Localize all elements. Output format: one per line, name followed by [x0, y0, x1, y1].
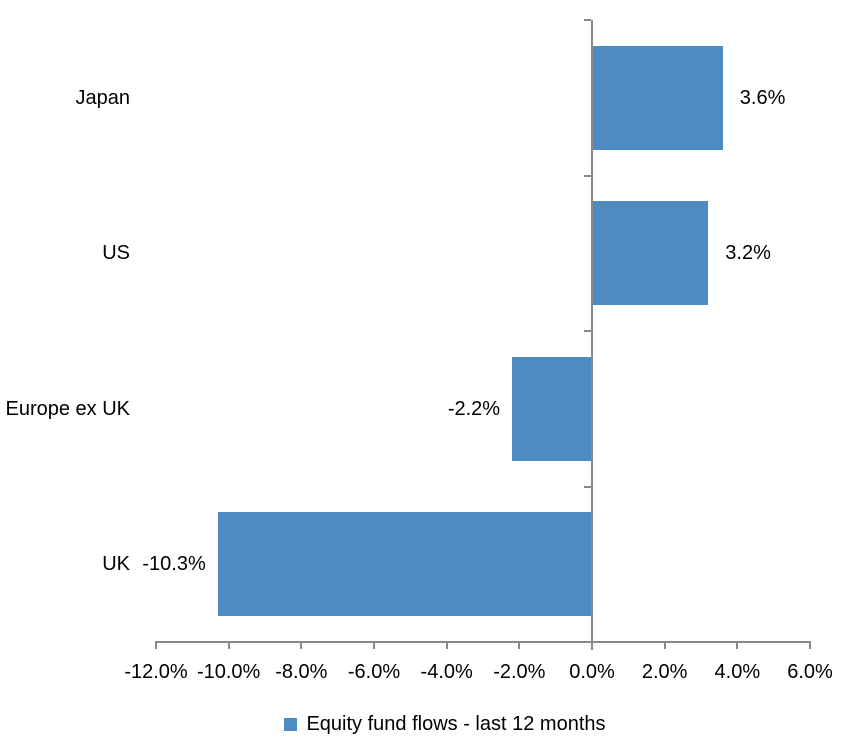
bar-europe-ex-uk [512, 356, 592, 461]
category-label-uk: UK [102, 553, 130, 576]
value-label-uk: -10.3% [142, 553, 206, 576]
x-axis-tick-label: 2.0% [641, 661, 688, 683]
x-axis-tick-label: -12.0% [124, 661, 188, 683]
x-axis-tick-label: 4.0% [714, 661, 761, 683]
x-axis-tick [300, 641, 303, 649]
bar-uk [217, 512, 592, 617]
x-axis-tick [663, 641, 666, 649]
y-axis-tick [584, 19, 591, 21]
category-label-europe-ex-uk: Europe ex UK [5, 397, 130, 420]
value-label-us: 3.2% [725, 242, 771, 265]
x-axis-tick-label: 6.0% [787, 661, 833, 683]
value-label-japan: 3.6% [739, 86, 786, 109]
legend-label: Equity fund flows - last 12 months [306, 712, 606, 735]
y-axis-line [591, 20, 593, 650]
x-axis-tick-label: -4.0% [420, 661, 473, 683]
x-axis-tick [155, 641, 157, 649]
x-axis-tick-label: -10.0% [196, 661, 261, 683]
y-axis-tick [584, 641, 591, 643]
y-axis-tick [584, 485, 591, 488]
x-axis-tick [227, 641, 230, 649]
x-axis-tick [591, 641, 593, 649]
y-axis-tick [584, 174, 591, 177]
x-axis-tick-label: -2.0% [493, 661, 546, 683]
legend-swatch-icon [284, 717, 298, 731]
legend: Equity fund flows - last 12 months [0, 710, 852, 738]
x-axis-tick [809, 641, 811, 649]
x-axis-tick-label: 0.0% [569, 661, 615, 683]
bar-us [592, 201, 709, 306]
x-axis-tick-label: -6.0% [347, 661, 401, 683]
bar-japan [592, 45, 723, 150]
x-axis-tick [373, 641, 375, 649]
x-axis-tick-label: -8.0% [275, 661, 328, 683]
category-label-japan: Japan [75, 86, 131, 109]
x-axis-tick [736, 641, 739, 649]
x-axis-tick [445, 641, 448, 649]
x-axis-line [155, 641, 811, 643]
y-axis-tick [584, 330, 591, 332]
category-label-us: US [102, 242, 130, 265]
value-label-europe-ex-uk: -2.2% [447, 397, 501, 420]
x-axis-tick [518, 641, 521, 649]
